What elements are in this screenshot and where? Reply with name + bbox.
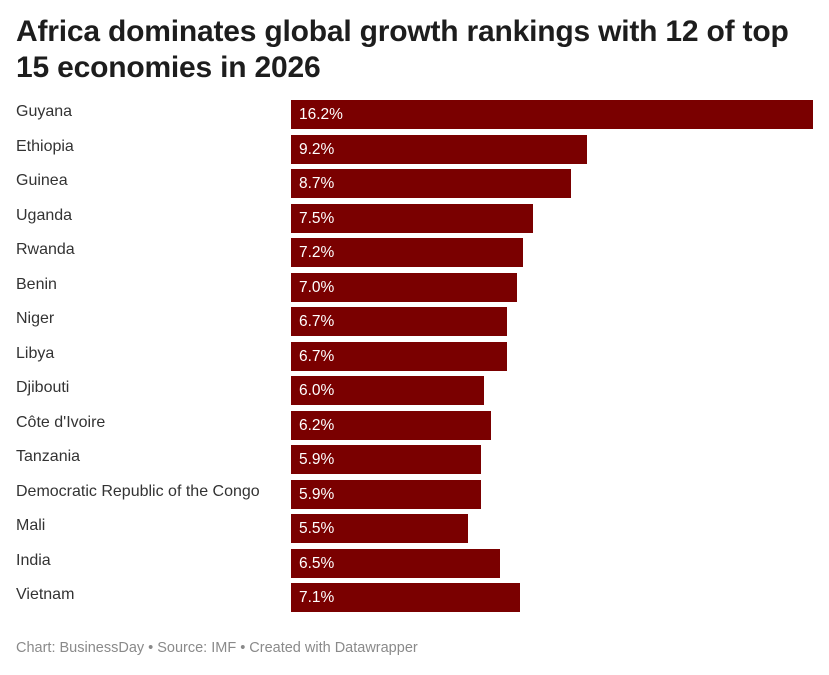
category-label: Libya bbox=[16, 344, 55, 362]
bar-row: Vietnam 7.1% bbox=[16, 581, 816, 616]
bar: 7.5% bbox=[291, 203, 533, 233]
bar-value-label: 5.5% bbox=[299, 520, 335, 537]
bar-row: Côte d'Ivoire 6.2% bbox=[16, 409, 816, 444]
bar-value-label: 5.9% bbox=[299, 485, 335, 503]
bar-row: Ethiopia 9.2% bbox=[16, 133, 816, 168]
bar-row: Guyana 16.2% bbox=[16, 98, 816, 133]
category-label: Rwanda bbox=[16, 241, 75, 258]
bar-row: Tanzania 5.9% bbox=[16, 443, 816, 478]
category-label: India bbox=[16, 551, 51, 569]
category-label: Uganda bbox=[16, 206, 73, 224]
bar: 7.2% bbox=[291, 238, 523, 267]
chart-source: Source: IMF bbox=[157, 640, 237, 656]
bar-row: Niger 6.7% bbox=[16, 305, 816, 340]
bar: 6.7% bbox=[291, 341, 507, 371]
category-label: Niger bbox=[16, 310, 55, 327]
bar: 6.7% bbox=[291, 307, 507, 336]
bar-value-label: 5.9% bbox=[299, 451, 335, 468]
category-label: Ethiopia bbox=[16, 137, 74, 155]
category-label: Guinea bbox=[16, 172, 68, 189]
bar: 16.2% bbox=[291, 100, 813, 129]
created-with-link[interactable]: Created with Datawrapper bbox=[249, 640, 418, 656]
bar-row: India 6.5% bbox=[16, 547, 816, 582]
bar: 7.1% bbox=[291, 583, 520, 612]
bar: 6.2% bbox=[291, 410, 491, 440]
category-label: Djibouti bbox=[16, 379, 70, 396]
bar-chart: Guyana 16.2% Ethiopia 9.2% Guinea 8.7% Uganda 7… bbox=[16, 98, 816, 618]
bar: 8.7% bbox=[291, 169, 572, 198]
bar-row: Djibouti 6.0% bbox=[16, 374, 816, 409]
category-label: Benin bbox=[16, 275, 57, 293]
bar-value-label: 6.7% bbox=[299, 347, 335, 365]
bar-value-label: 7.1% bbox=[299, 589, 335, 606]
category-label: Tanzania bbox=[16, 448, 81, 465]
category-label: Côte d'Ivoire bbox=[16, 413, 106, 431]
bar-value-label: 7.2% bbox=[299, 244, 335, 261]
bar-value-label: 6.5% bbox=[299, 554, 335, 572]
category-label: Guyana bbox=[16, 103, 73, 120]
chart-credit: Chart: BusinessDay bbox=[16, 640, 145, 656]
bar-value-label: 6.0% bbox=[299, 382, 335, 399]
category-label: Vietnam bbox=[16, 586, 75, 603]
bar: 6.0% bbox=[291, 376, 485, 405]
footer-separator: • bbox=[240, 640, 246, 656]
bar-row: Democratic Republic of the Congo 5.9% bbox=[16, 478, 816, 513]
bar-row: Mali 5.5% bbox=[16, 512, 816, 547]
bar-value-label: 7.5% bbox=[299, 209, 335, 227]
bar-row: Benin 7.0% bbox=[16, 271, 816, 306]
category-label: Democratic Republic of the Congo bbox=[16, 482, 260, 500]
bar: 9.2% bbox=[291, 134, 588, 164]
bar: 5.9% bbox=[291, 479, 482, 509]
bar-value-label: 7.0% bbox=[299, 278, 335, 296]
chart-footer: Chart: BusinessDay • Source: IMF • Created w… bbox=[16, 640, 418, 656]
chart-title: Africa dominates global growth rankings … bbox=[16, 15, 789, 84]
category-label: Mali bbox=[16, 517, 46, 534]
bar-value-label: 6.7% bbox=[299, 313, 335, 330]
bar-row: Uganda 7.5% bbox=[16, 202, 816, 237]
bar-row: Libya 6.7% bbox=[16, 340, 816, 375]
bar: 5.5% bbox=[291, 514, 469, 543]
bar: 6.5% bbox=[291, 548, 501, 578]
bar: 7.0% bbox=[291, 272, 517, 302]
bar: 5.9% bbox=[291, 445, 482, 474]
bar-value-label: 16.2% bbox=[299, 106, 343, 123]
bar-value-label: 9.2% bbox=[299, 140, 335, 158]
bar-value-label: 8.7% bbox=[299, 175, 335, 192]
bar-row: Rwanda 7.2% bbox=[16, 236, 816, 271]
bar-value-label: 6.2% bbox=[299, 416, 335, 434]
footer-separator: • bbox=[148, 640, 154, 656]
bar-row: Guinea 8.7% bbox=[16, 167, 816, 202]
